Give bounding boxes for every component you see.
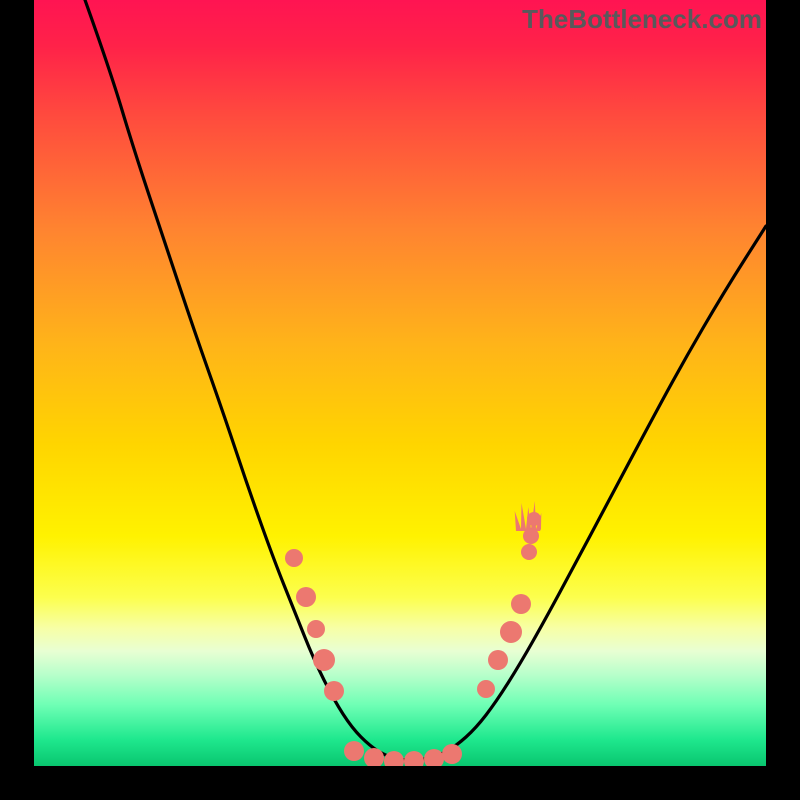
marker-point bbox=[488, 650, 508, 670]
marker-point bbox=[527, 512, 541, 526]
marker-point bbox=[500, 621, 522, 643]
marker-point bbox=[384, 751, 404, 766]
marker-point bbox=[324, 681, 344, 701]
marker-point bbox=[511, 594, 531, 614]
chart-svg bbox=[34, 0, 766, 766]
marker-point bbox=[404, 751, 424, 766]
marker-group bbox=[285, 512, 541, 766]
marker-point bbox=[364, 748, 384, 766]
plot-area bbox=[34, 0, 766, 766]
marker-point bbox=[442, 744, 462, 764]
marker-point bbox=[296, 587, 316, 607]
marker-point bbox=[285, 549, 303, 567]
bottleneck-curve bbox=[85, 0, 766, 760]
marker-point bbox=[307, 620, 325, 638]
marker-point bbox=[521, 544, 537, 560]
marker-point bbox=[477, 680, 495, 698]
marker-point bbox=[424, 749, 444, 766]
marker-point bbox=[523, 528, 539, 544]
watermark-text: TheBottleneck.com bbox=[522, 4, 762, 35]
marker-point bbox=[313, 649, 335, 671]
marker-point bbox=[344, 741, 364, 761]
